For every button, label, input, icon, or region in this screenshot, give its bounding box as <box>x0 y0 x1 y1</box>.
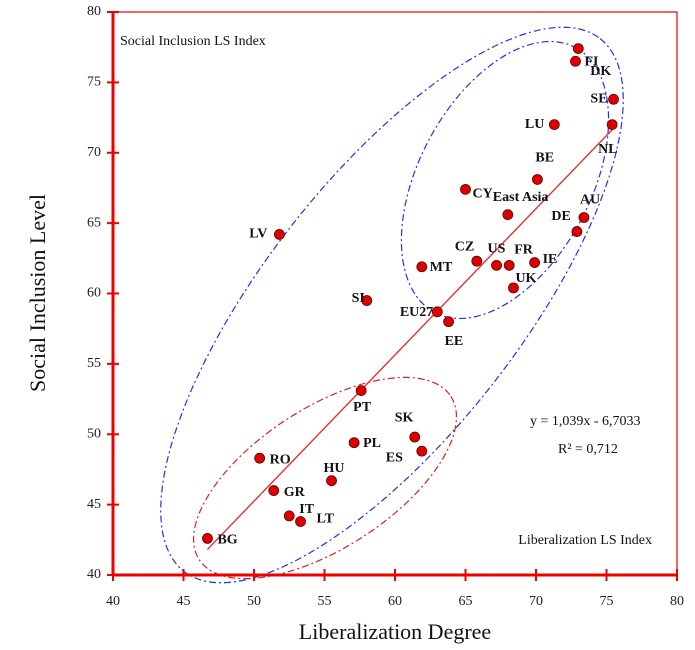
y-tick-label: 55 <box>87 356 101 371</box>
point-label: IE <box>543 252 558 267</box>
x-tick-label: 60 <box>388 594 402 609</box>
point <box>416 261 428 273</box>
x-tick-label: 75 <box>600 594 614 609</box>
point-label: SE <box>590 91 607 106</box>
cluster-ellipse <box>192 376 458 580</box>
point-label: LT <box>317 512 335 527</box>
x-axis-label: Liberalization Degree <box>299 619 491 644</box>
x-tick-label: 65 <box>459 594 473 609</box>
point-label: SI <box>352 291 365 306</box>
point-label: BG <box>217 533 237 548</box>
point-label: LV <box>249 227 267 242</box>
point-label: CY <box>473 187 493 202</box>
point-label: CZ <box>455 239 474 254</box>
y-tick-label: 80 <box>87 4 101 19</box>
point-label: GR <box>284 485 306 500</box>
point <box>326 475 337 487</box>
point <box>502 209 514 221</box>
point-label: DE <box>551 209 570 224</box>
point-label: ES <box>386 450 403 465</box>
point <box>471 255 483 267</box>
point-label: FR <box>514 243 534 258</box>
x-tick-label: 50 <box>247 594 261 609</box>
point <box>491 259 502 271</box>
point-label: MT <box>430 260 453 275</box>
point-label: NL <box>598 142 617 157</box>
point-label: RO <box>270 452 291 467</box>
point <box>416 445 428 457</box>
point <box>606 119 618 130</box>
point <box>503 259 515 271</box>
point <box>508 282 519 294</box>
point <box>570 55 581 67</box>
point <box>409 431 421 443</box>
point <box>431 306 443 318</box>
point <box>348 437 360 449</box>
point <box>254 452 266 464</box>
y-tick-label: 65 <box>87 215 101 230</box>
point-label: BE <box>535 151 554 166</box>
point <box>273 228 285 240</box>
point-label: IT <box>299 502 314 517</box>
annotation: y = 1,039x - 6,7033 <box>530 414 641 429</box>
x-tick-label: 45 <box>177 594 191 609</box>
point-label: HU <box>324 461 345 476</box>
point <box>268 485 280 496</box>
point-label: LU <box>525 117 544 132</box>
y-tick-label: 45 <box>87 497 101 512</box>
point-label: PL <box>363 436 381 451</box>
point <box>295 516 306 527</box>
point <box>571 226 583 237</box>
point <box>548 119 560 130</box>
point <box>578 212 590 223</box>
point <box>572 43 584 54</box>
x-tick-label: 40 <box>106 594 120 609</box>
point-label: US <box>488 242 506 257</box>
point <box>532 174 543 185</box>
y-tick-label: 70 <box>87 145 101 160</box>
point-label: AU <box>580 193 600 208</box>
point-label: DK <box>590 64 611 79</box>
point <box>361 295 373 306</box>
cluster-ellipse <box>400 40 610 320</box>
annotation: Liberalization LS Index <box>518 533 652 548</box>
point-label: EU27 <box>400 305 433 320</box>
point <box>529 257 540 268</box>
point-label: PT <box>353 400 372 415</box>
y-tick-label: 40 <box>87 567 101 582</box>
x-tick-label: 55 <box>318 594 332 609</box>
x-tick-label: 70 <box>529 594 543 609</box>
annotation: R² = 0,712 <box>558 442 618 457</box>
point <box>460 183 471 195</box>
point-label: UK <box>515 271 536 286</box>
point-label: EE <box>445 334 464 349</box>
y-axis-label: Social Inclusion Level <box>25 194 50 392</box>
point-label: SK <box>395 410 414 425</box>
point <box>355 385 367 397</box>
trend-line <box>207 126 616 550</box>
y-tick-label: 50 <box>87 426 101 441</box>
point <box>608 93 619 105</box>
point-label: East Asia <box>493 190 549 205</box>
y-tick-label: 60 <box>87 286 101 301</box>
annotation: Social Inclusion LS Index <box>120 34 266 49</box>
point-label: FI <box>584 54 598 69</box>
y-tick-label: 75 <box>87 75 101 90</box>
point <box>202 533 213 544</box>
point <box>283 510 295 522</box>
x-tick-label: 80 <box>670 594 684 609</box>
point <box>443 316 454 328</box>
